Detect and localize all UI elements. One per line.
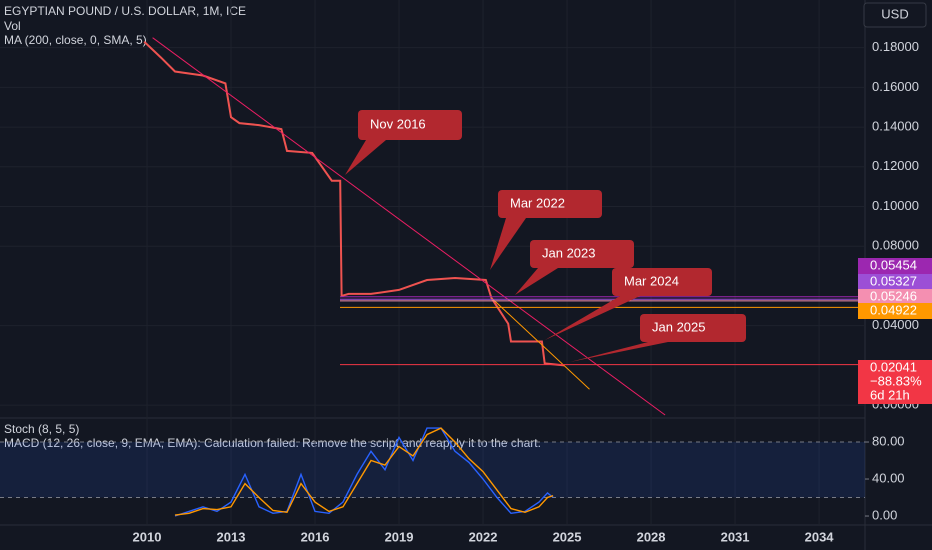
x-tick-label: 2028 <box>637 529 666 544</box>
trendline <box>152 37 666 416</box>
callout-label: Mar 2022 <box>510 195 565 210</box>
callout <box>612 268 712 296</box>
callout-pointer <box>345 140 386 175</box>
price-tag <box>858 289 932 305</box>
price-tag-label: 0.05246 <box>870 288 917 303</box>
currency[interactable]: USD <box>881 6 908 21</box>
callout <box>640 314 746 342</box>
x-tick-label: 2016 <box>301 529 330 544</box>
ma: MA (200, close, 0, SMA, 5) <box>4 33 147 47</box>
change: −88.83% <box>870 373 922 388</box>
price-tag <box>858 303 932 319</box>
price-tag-label: 0.05454 <box>870 257 917 272</box>
price-tag <box>858 274 932 290</box>
callout-pointer <box>515 268 558 295</box>
y-tick-label: 0.08000 <box>872 238 919 253</box>
x-tick-label: 2031 <box>721 529 750 544</box>
price-tag-label: 0.02041 <box>870 359 917 374</box>
y-tick-label: 80.00 <box>872 433 905 448</box>
y-tick-label: 0.16000 <box>872 79 919 94</box>
y-tick-label: 0.04000 <box>872 317 919 332</box>
price-tag-label: 0.04922 <box>870 302 917 317</box>
x-tick-label: 2034 <box>805 529 835 544</box>
callout-label: Jan 2023 <box>542 245 596 260</box>
price-tag <box>858 258 932 274</box>
trendline <box>491 297 590 390</box>
y-tick-label: 0.12000 <box>872 158 919 173</box>
callout-pointer <box>490 218 526 270</box>
price-tag <box>858 360 932 404</box>
stoch-line <box>174 427 554 516</box>
x-tick-label: 2022 <box>469 529 498 544</box>
stoch-title: Stoch (8, 5, 5) <box>4 422 79 436</box>
countdown: 6d 21h <box>870 387 910 402</box>
callout-label: Nov 2016 <box>370 116 426 131</box>
callout <box>530 240 634 268</box>
callout-label: Jan 2025 <box>652 319 706 334</box>
x-tick-label: 2013 <box>217 529 246 544</box>
x-tick-label: 2019 <box>385 529 414 544</box>
callout-label: Mar 2024 <box>624 273 679 288</box>
callout-pointer <box>545 296 640 340</box>
symbol: EGYPTIAN POUND / U.S. DOLLAR, 1M, ICE <box>4 4 246 18</box>
y-tick-label: 0.14000 <box>872 119 919 134</box>
callout <box>498 190 602 218</box>
y-tick-label: 0.00 <box>872 507 897 522</box>
vol: Vol <box>4 19 21 33</box>
x-tick-label: 2025 <box>553 529 582 544</box>
stoch-line <box>174 427 554 517</box>
callout-pointer <box>570 342 668 362</box>
y-tick-label: 0.10000 <box>872 198 919 213</box>
y-tick-label: 40.00 <box>872 470 905 485</box>
callout <box>358 110 462 140</box>
stoch-band <box>0 442 865 498</box>
price-line <box>143 40 565 367</box>
price-tag-label: 0.05327 <box>870 273 917 288</box>
x-tick-label: 2010 <box>133 529 162 544</box>
y-tick-label: 0.18000 <box>872 39 919 54</box>
currency-button[interactable] <box>863 2 927 28</box>
macd-msg: MACD (12, 26, close, 9, EMA, EMA): Calcu… <box>4 436 541 450</box>
